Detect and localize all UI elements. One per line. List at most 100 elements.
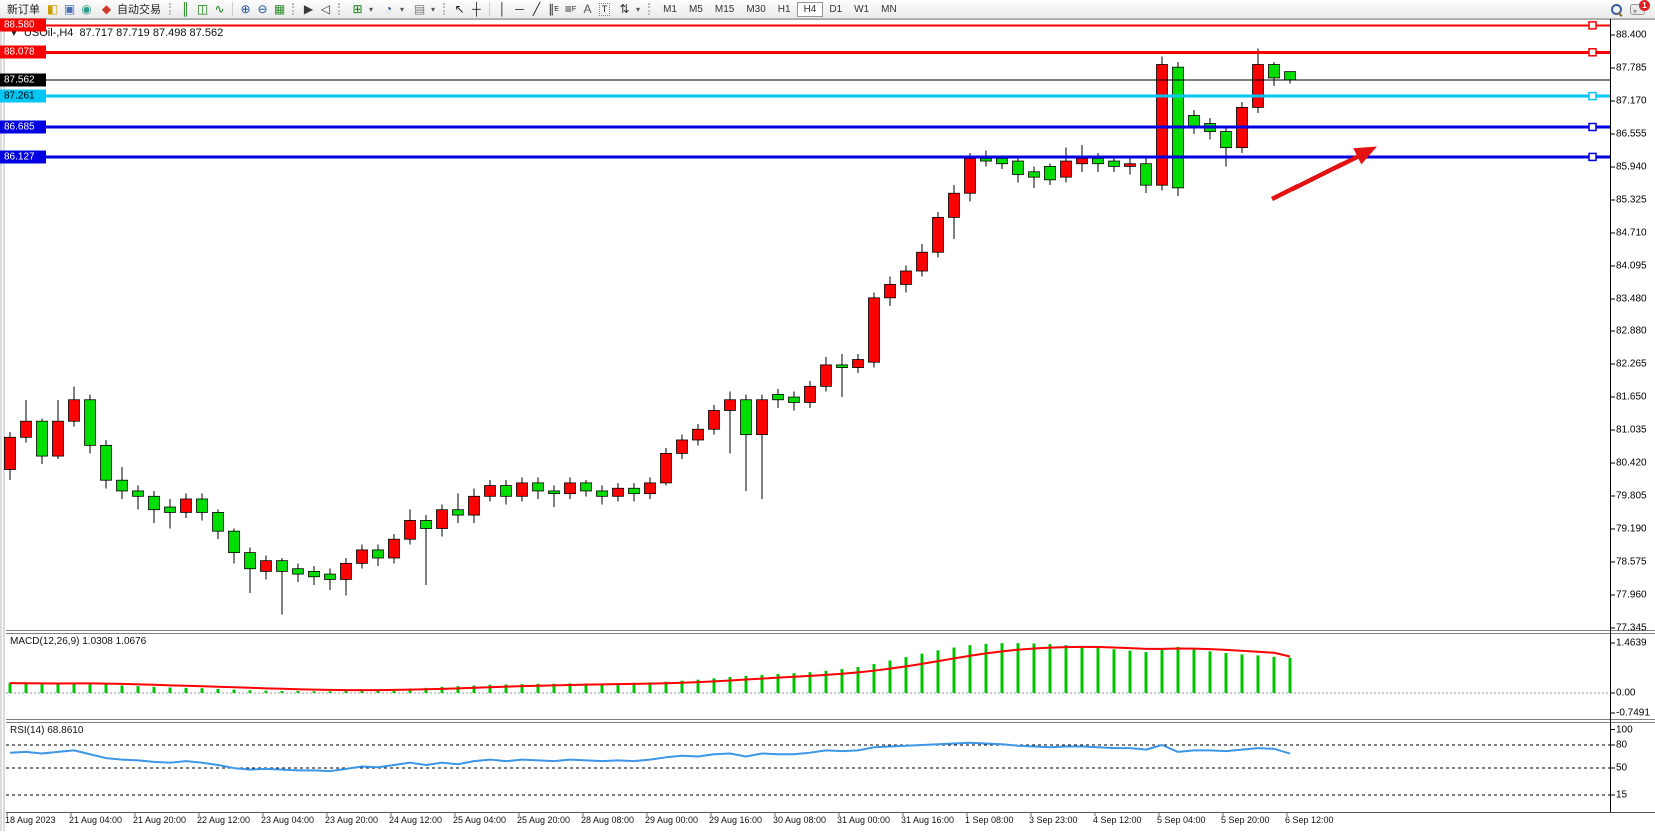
rsi-tick-label: 100 [1616, 724, 1633, 736]
macd-tick-label: -0.7491 [1616, 707, 1650, 719]
macd-histogram-bar [552, 683, 556, 693]
timeframe-button-d1[interactable]: D1 [829, 3, 843, 15]
candlestick-chart-icon[interactable]: ◫ [196, 1, 209, 16]
collapse-arrow-icon[interactable]: ▼ [10, 28, 18, 38]
date-axis-label: 25 Aug 20:00 [517, 815, 571, 825]
line-chart-icon[interactable]: ∿ [214, 1, 225, 16]
periods-button[interactable]: ◔ ▾ [378, 1, 407, 18]
macd-histogram-bar [568, 683, 572, 693]
timeframe-button-w1[interactable]: W1 [854, 3, 870, 15]
autotrading-label: 自动交易 [117, 4, 161, 16]
timeframe-button-h4[interactable]: H4 [796, 1, 824, 17]
toolbar-grip [443, 3, 447, 15]
arrows-tool-button[interactable]: ⇅ ▾ [614, 1, 643, 18]
macd-histogram-bar [680, 680, 684, 693]
new-order-button[interactable]: 新订单 [7, 4, 40, 16]
candle-body [596, 490, 608, 497]
text-icon[interactable]: A [583, 1, 592, 16]
macd-histogram-bar [616, 683, 620, 693]
horizontal-line-icon[interactable]: ─ [515, 1, 524, 16]
cursor-icon[interactable]: ↖ [454, 1, 465, 16]
timeframe-button-m5[interactable]: M5 [688, 3, 703, 15]
candle-body [724, 399, 736, 411]
crosshair-icon[interactable]: ┼ [472, 1, 481, 16]
chevron-down-icon: ▾ [636, 4, 641, 14]
timeframe-button-m30[interactable]: M30 [746, 3, 766, 15]
macd-histogram-bar [456, 686, 460, 693]
ohlc-values-label: 87.717 87.719 87.498 87.562 [79, 27, 224, 39]
timeframe-toolbar: M1 M5 M15 M30 H1 H4 D1 W1 MN [657, 1, 903, 17]
text-label-icon[interactable]: T [597, 2, 612, 17]
macd-histogram-bar [1096, 647, 1100, 693]
macd-histogram-bar [232, 689, 236, 693]
trend-arrow-head[interactable] [1353, 146, 1377, 165]
line-anchor-marker[interactable] [1588, 122, 1597, 132]
candle-body [500, 485, 512, 497]
timeframe-button-mn[interactable]: MN [881, 3, 897, 15]
zoom-out-icon[interactable]: ⊖ [257, 1, 268, 16]
candle-body [740, 399, 752, 436]
macd-histogram-bar [360, 690, 364, 693]
zoom-in-icon[interactable]: ⊕ [240, 1, 251, 16]
chart-shift-icon[interactable]: ◁ [320, 1, 331, 16]
charts-icon[interactable]: ◧ [46, 1, 59, 16]
toolbar-grip [338, 3, 342, 15]
date-axis-label: 25 Aug 04:00 [453, 815, 507, 825]
search-icon[interactable] [1611, 3, 1622, 15]
candle-body [628, 487, 640, 495]
candle-body [244, 552, 256, 570]
macd-histogram-bar [792, 673, 796, 693]
macd-histogram-bar [8, 682, 12, 693]
price-tick-label: 82.880 [1616, 325, 1647, 337]
price-tick-label: 85.940 [1616, 161, 1647, 173]
vertical-line-icon[interactable]: │ [498, 1, 507, 16]
candle-body [1092, 157, 1104, 165]
line-anchor-marker[interactable] [1588, 152, 1597, 162]
data-window-icon[interactable]: ◉ [81, 1, 92, 16]
tile-windows-icon[interactable]: ▦ [273, 1, 286, 16]
candle-body [228, 530, 240, 554]
macd-histogram-bar [664, 681, 668, 693]
chat-icon[interactable]: 1 [1630, 0, 1650, 15]
line-anchor-marker[interactable] [1588, 91, 1597, 101]
autotrading-button[interactable]: ◆ 自动交易 [96, 1, 164, 18]
macd-histogram-bar [440, 686, 444, 693]
rsi-tick-label: 15 [1616, 789, 1628, 801]
macd-histogram-bar [392, 689, 396, 693]
date-axis-label: 6 Sep 12:00 [1285, 815, 1334, 825]
macd-histogram-bar [1288, 657, 1292, 693]
price-tick-label: 83.480 [1616, 293, 1647, 305]
macd-histogram-bar [1064, 645, 1068, 693]
candle-body [1140, 163, 1152, 186]
macd-histogram-bar [904, 657, 908, 693]
profiles-icon[interactable]: ▣ [63, 1, 76, 16]
candle-body [68, 399, 80, 422]
line-anchor-marker[interactable] [1588, 48, 1597, 57]
toolbar-grip [292, 3, 296, 15]
fibonacci-icon[interactable]: ≡ F [563, 2, 578, 17]
date-axis-label: 21 Aug 20:00 [133, 815, 187, 825]
candle-body [116, 479, 128, 492]
candle-body [820, 364, 832, 387]
text-label-glyph: T [598, 2, 611, 16]
timeframe-button-h1[interactable]: H1 [777, 3, 791, 15]
macd-histogram-bar [24, 683, 28, 693]
bar-chart-icon[interactable]: ║ [181, 1, 190, 16]
macd-label: MACD(12,26,9) 1.0308 1.0676 [10, 636, 147, 647]
timeframe-button-m1[interactable]: M1 [663, 3, 677, 15]
macd-histogram-bar [1192, 649, 1196, 693]
trendline-icon[interactable]: ╱ [532, 1, 541, 16]
templates-button[interactable]: ▤ ▾ [409, 1, 438, 18]
add-indicator-button[interactable]: ⊞ ▾ [347, 1, 376, 18]
candle-body [1188, 115, 1200, 127]
candle-body [548, 490, 560, 495]
macd-histogram-bar [184, 687, 188, 693]
auto-scroll-icon[interactable]: ▶ [303, 1, 314, 16]
date-axis-label: 22 Aug 12:00 [197, 815, 251, 825]
line-anchor-marker[interactable] [1588, 21, 1597, 30]
candle-body [196, 498, 208, 513]
timeframe-button-m15[interactable]: M15 [714, 3, 735, 15]
equidistant-channel-icon[interactable]: ∥ E [546, 2, 561, 17]
macd-histogram-bar [424, 687, 428, 693]
